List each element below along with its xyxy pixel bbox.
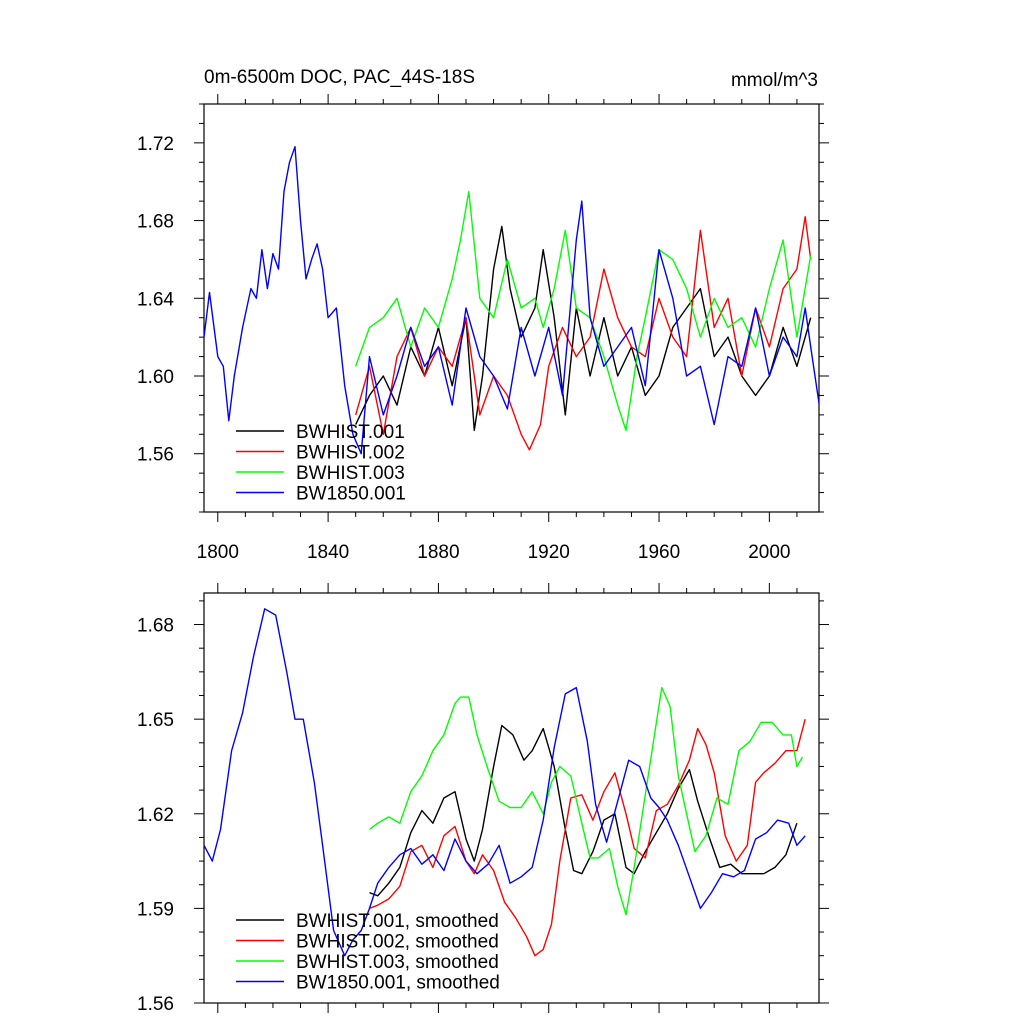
series-line-bwhist-002-smoothed bbox=[369, 719, 806, 957]
x-tick-label: 1960 bbox=[638, 542, 680, 563]
y-tick-label: 1.72 bbox=[137, 134, 174, 155]
legend-label: BWHIST.001 bbox=[296, 422, 405, 443]
y-tick-label: 1.60 bbox=[137, 367, 174, 388]
bottom-panel: 1.56 1.59 1.62 1.65 1.68 BWHIST.001, smoothe… bbox=[137, 583, 829, 1015]
legend-label: BWHIST.003, smoothed bbox=[296, 952, 499, 973]
x-tick-label: 1920 bbox=[528, 542, 570, 563]
legend-label: BWHIST.003 bbox=[296, 463, 405, 484]
legend-label: BWHIST.001, smoothed bbox=[296, 911, 499, 932]
top-panel: 0m-6500m DOC, PAC_44S-18S mmol/m^3 1800 1… bbox=[137, 67, 829, 563]
top-panel-units: mmol/m^3 bbox=[731, 70, 818, 91]
series-line-bwhist-001-smoothed bbox=[369, 724, 798, 897]
y-tick-label: 1.68 bbox=[137, 212, 174, 233]
y-tick-label: 1.56 bbox=[137, 445, 174, 466]
series-line-bwhist-003-smoothed bbox=[369, 686, 804, 916]
y-tick-label: 1.56 bbox=[137, 994, 174, 1015]
top-plot-frame bbox=[203, 103, 820, 513]
top-panel-title: 0m-6500m DOC, PAC_44S-18S bbox=[204, 67, 475, 88]
x-tick-label: 1840 bbox=[307, 542, 349, 563]
x-tick-label: 2000 bbox=[748, 542, 790, 563]
legend-label: BW1850.001, smoothed bbox=[296, 973, 500, 994]
series-line-bwhist-002 bbox=[355, 215, 812, 451]
x-tick-label: 1800 bbox=[197, 542, 239, 563]
series-line-bw1850-001-smoothed bbox=[203, 608, 806, 957]
series-line-bw1850-001 bbox=[203, 145, 820, 455]
legend-label: BWHIST.002, smoothed bbox=[296, 932, 499, 953]
x-tick-label: 1880 bbox=[417, 542, 459, 563]
y-tick-label: 1.62 bbox=[137, 805, 174, 826]
legend-label: BW1850.001 bbox=[296, 484, 406, 505]
y-tick-label: 1.59 bbox=[137, 899, 174, 920]
y-tick-label: 1.65 bbox=[137, 710, 174, 731]
series-line-bwhist-003 bbox=[355, 190, 812, 432]
y-tick-label: 1.68 bbox=[137, 616, 174, 637]
legend-label: BWHIST.002 bbox=[296, 443, 405, 464]
y-tick-label: 1.64 bbox=[137, 289, 174, 310]
bottom-plot-frame bbox=[203, 592, 820, 1004]
series-line-bwhist-001 bbox=[355, 225, 812, 432]
